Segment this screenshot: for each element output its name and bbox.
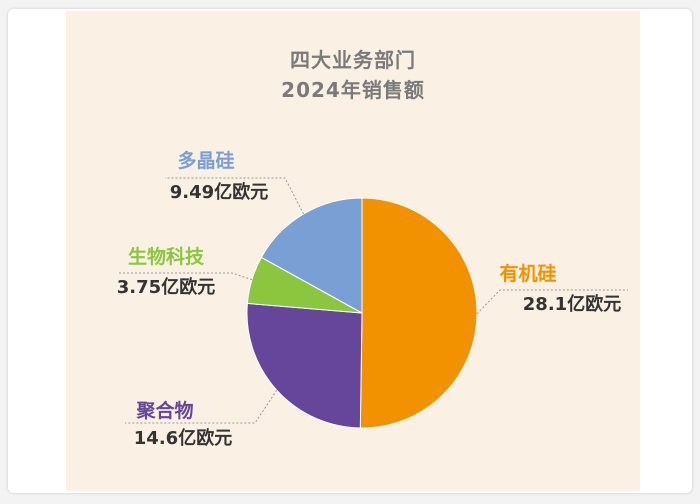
slice-value-silicones: 28.1亿欧元 [523,293,621,315]
leader-line-biosolutions [118,272,253,281]
slice-label-silicones: 有机硅 [499,262,556,285]
leader-lines [118,177,628,424]
leader-line-silicones [476,289,628,315]
pie-slice-silicones [359,197,478,429]
slice-label-biosolutions: 生物科技 [128,245,205,268]
slice-value-polysilicon: 9.49亿欧元 [170,181,268,203]
chart-subtitle: 2024年销售额 [281,78,425,102]
slice-label-polysilicon: 多晶硅 [177,149,234,172]
slice-value-polymers: 14.6亿欧元 [134,427,232,449]
chart-title: 四大业务部门 [290,48,416,72]
slice-value-biosolutions: 3.75亿欧元 [117,276,215,298]
pie-slices [246,197,478,429]
chart-header: 四大业务部门 2024年销售额 [66,11,640,131]
leader-line-polymers [125,389,278,424]
slice-label-polymers: 聚合物 [135,399,193,422]
leader-line-polysilicon [165,177,305,215]
